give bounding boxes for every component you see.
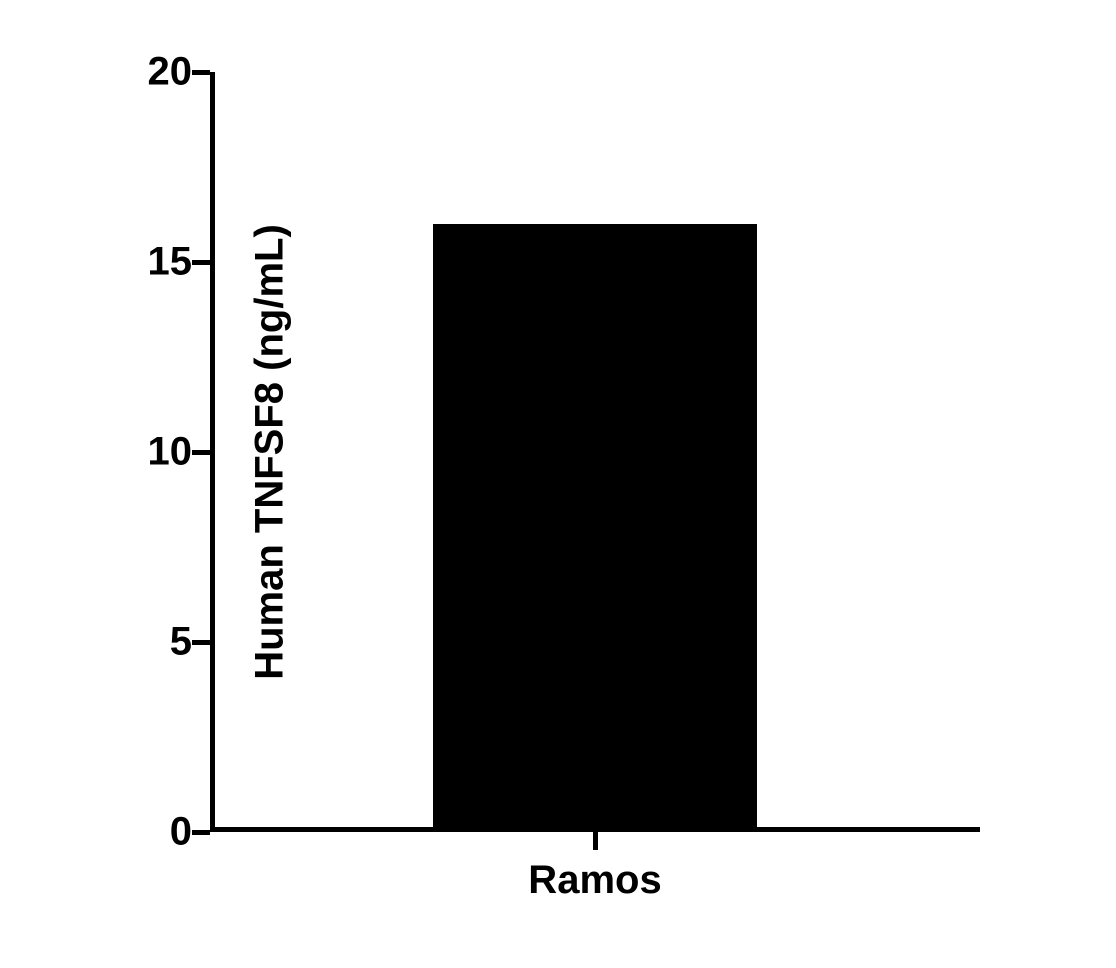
y-tick-label: 0 — [112, 810, 192, 855]
y-tick-label: 15 — [112, 240, 192, 285]
x-tick-label: Ramos — [528, 858, 661, 903]
y-tick — [192, 70, 210, 75]
y-tick — [192, 640, 210, 645]
plot-area: 05101520Ramos — [210, 72, 980, 832]
chart-container: Human TNFSF8 (ng/mL) 05101520Ramos — [0, 0, 1116, 968]
x-tick — [593, 832, 598, 850]
y-axis-line — [210, 72, 215, 832]
y-tick — [192, 260, 210, 265]
y-tick-label: 10 — [112, 430, 192, 475]
y-tick — [192, 830, 210, 835]
y-tick-label: 5 — [112, 620, 192, 665]
y-tick — [192, 450, 210, 455]
bar — [433, 224, 756, 827]
y-tick-label: 20 — [112, 50, 192, 95]
